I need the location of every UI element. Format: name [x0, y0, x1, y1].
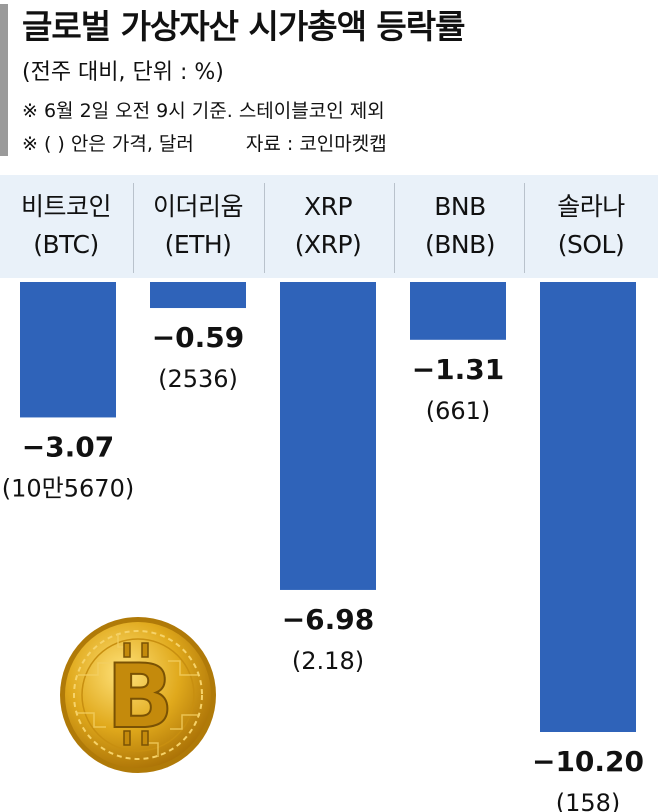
category-ticker: (BNB): [424, 230, 496, 259]
bar-0: [20, 282, 116, 418]
price-label-2: (2.18): [292, 647, 364, 675]
bar-4: [540, 282, 636, 732]
category-name: 이더리움: [152, 192, 244, 221]
value-label-4: −10.20: [532, 745, 644, 778]
value-label-1: −0.59: [152, 321, 245, 354]
price-label-4: (158): [556, 789, 621, 812]
category-ticker: (BTC): [33, 230, 99, 259]
category-ticker: (XRP): [294, 230, 362, 259]
price-label-3: (661): [426, 397, 491, 425]
category-header-eth: 이더리움 (ETH): [134, 188, 262, 264]
chart-title: 글로벌 가상자산 시가총액 등락률: [22, 7, 466, 46]
value-label-0: −3.07: [22, 430, 115, 463]
column-divider: [133, 183, 134, 273]
category-header-xrp: XRP (XRP): [264, 188, 392, 264]
title-accent-bar: [0, 4, 8, 156]
category-name: BNB: [434, 192, 486, 221]
bar-3: [410, 282, 506, 340]
price-label-0: (10만5670): [2, 474, 134, 502]
note-price-text: ※ ( ) 안은 가격, 달러: [22, 133, 194, 155]
column-divider: [524, 183, 525, 273]
category-header-btc: 비트코인 (BTC): [2, 188, 130, 264]
chart-subtitle: (전주 대비, 단위 : %): [22, 60, 224, 85]
category-header-band: [0, 175, 658, 278]
price-label-1: (2536): [158, 365, 238, 393]
note-price: ※ ( ) 안은 가격, 달러 자료 : 코인마켓캡: [22, 129, 387, 156]
source-text: 자료 : 코인마켓캡: [245, 133, 387, 155]
category-name: XRP: [303, 192, 353, 221]
category-header-sol: 솔라나 (SOL): [527, 188, 655, 264]
category-header-bnb: BNB (BNB): [396, 188, 524, 264]
category-ticker: (SOL): [557, 230, 625, 259]
category-name: 솔라나: [557, 192, 625, 221]
bitcoin-coin-icon: B: [60, 617, 216, 773]
bar-1: [150, 282, 246, 309]
category-name: 비트코인: [20, 192, 112, 221]
category-ticker: (ETH): [164, 230, 232, 259]
bar-2: [280, 282, 376, 590]
column-divider: [264, 183, 265, 273]
svg-text:B: B: [106, 645, 173, 748]
value-label-2: −6.98: [282, 603, 375, 636]
note-basis: ※ 6월 2일 오전 9시 기준. 스테이블코인 제외: [22, 100, 385, 122]
column-divider: [394, 183, 395, 273]
value-label-3: −1.31: [412, 353, 505, 386]
